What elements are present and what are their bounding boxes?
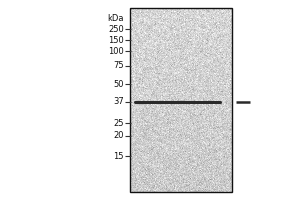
Text: 75: 75 (113, 61, 124, 70)
Text: 15: 15 (113, 152, 124, 161)
Text: 100: 100 (108, 47, 124, 56)
Text: kDa: kDa (107, 14, 124, 23)
Text: 250: 250 (108, 25, 124, 34)
Text: 150: 150 (108, 36, 124, 45)
Text: 50: 50 (113, 80, 124, 89)
Text: 37: 37 (113, 97, 124, 106)
Text: 20: 20 (113, 131, 124, 140)
Text: 25: 25 (113, 118, 124, 128)
Bar (130, 8, 232, 192)
